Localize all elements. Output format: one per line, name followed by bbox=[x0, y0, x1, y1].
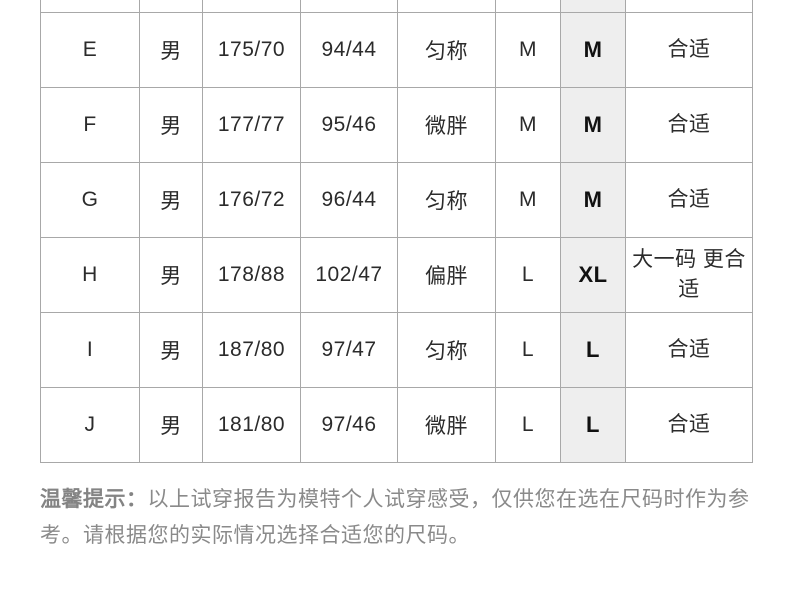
cell-gender: 男 bbox=[139, 87, 203, 163]
cell-tried-size: M bbox=[560, 87, 626, 163]
cell-body-type: 匀称 bbox=[397, 162, 496, 238]
cell-height-weight: 176/72 bbox=[202, 162, 301, 238]
cell-gender: 男 bbox=[139, 162, 203, 238]
cell-bust-size: 96/44 bbox=[300, 162, 398, 238]
cell-bust-size: 95/46 bbox=[300, 87, 398, 163]
cell-body-type: 匀称 bbox=[397, 12, 496, 88]
table-cell-empty bbox=[625, 0, 753, 13]
cell-body-type: 微胖 bbox=[397, 387, 496, 463]
cell-model: E bbox=[40, 12, 140, 88]
cell-tried-size: L bbox=[560, 387, 626, 463]
cell-feedback: 大一码 更合适 bbox=[625, 237, 753, 313]
cell-feedback: 合适 bbox=[625, 162, 753, 238]
cell-height-weight: 181/80 bbox=[202, 387, 301, 463]
table-row: G 男 176/72 96/44 匀称 M M 合适 bbox=[40, 162, 753, 238]
cell-model: J bbox=[40, 387, 140, 463]
cell-bust-size: 94/44 bbox=[300, 12, 398, 88]
cell-usual-size: L bbox=[495, 312, 561, 388]
table-row: H 男 178/88 102/47 偏胖 L XL 大一码 更合适 bbox=[40, 237, 753, 313]
cell-body-type: 偏胖 bbox=[397, 237, 496, 313]
table-cell-empty bbox=[40, 0, 140, 13]
table-cell-empty bbox=[495, 0, 561, 13]
cell-gender: 男 bbox=[139, 387, 203, 463]
cell-usual-size: M bbox=[495, 12, 561, 88]
table-cell-empty bbox=[560, 0, 626, 13]
cell-usual-size: M bbox=[495, 87, 561, 163]
table-row: J 男 181/80 97/46 微胖 L L 合适 bbox=[40, 387, 753, 463]
note-text: 以上试穿报告为模特个人试穿感受，仅供您在选在尺码时作为参考。请根据您的实际情况选… bbox=[40, 488, 750, 547]
table-row: I 男 187/80 97/47 匀称 L L 合适 bbox=[40, 312, 753, 388]
cell-tried-size: M bbox=[560, 12, 626, 88]
cell-model: F bbox=[40, 87, 140, 163]
cell-height-weight: 175/70 bbox=[202, 12, 301, 88]
cell-model: G bbox=[40, 162, 140, 238]
cell-model: H bbox=[40, 237, 140, 313]
cell-gender: 男 bbox=[139, 237, 203, 313]
cell-bust-size: 97/46 bbox=[300, 387, 398, 463]
note: 温馨提示：以上试穿报告为模特个人试穿感受，仅供您在选在尺码时作为参考。请根据您的… bbox=[40, 482, 754, 554]
table-row: E 男 175/70 94/44 匀称 M M 合适 bbox=[40, 12, 753, 88]
cell-gender: 男 bbox=[139, 12, 203, 88]
table-cell-empty bbox=[397, 0, 496, 13]
cell-feedback: 合适 bbox=[625, 312, 753, 388]
cell-body-type: 微胖 bbox=[397, 87, 496, 163]
cell-usual-size: L bbox=[495, 237, 561, 313]
cell-gender: 男 bbox=[139, 312, 203, 388]
cell-model: I bbox=[40, 312, 140, 388]
cell-feedback: 合适 bbox=[625, 12, 753, 88]
cell-usual-size: M bbox=[495, 162, 561, 238]
cell-tried-size: L bbox=[560, 312, 626, 388]
cell-usual-size: L bbox=[495, 387, 561, 463]
table-row: F 男 177/77 95/46 微胖 M M 合适 bbox=[40, 87, 753, 163]
cell-height-weight: 178/88 bbox=[202, 237, 301, 313]
table-cell-empty bbox=[202, 0, 301, 13]
cell-bust-size: 97/47 bbox=[300, 312, 398, 388]
cell-height-weight: 177/77 bbox=[202, 87, 301, 163]
cell-body-type: 匀称 bbox=[397, 312, 496, 388]
table-cell-empty bbox=[300, 0, 398, 13]
cell-tried-size: M bbox=[560, 162, 626, 238]
cell-height-weight: 187/80 bbox=[202, 312, 301, 388]
fitting-report-table: E 男 175/70 94/44 匀称 M M 合适 F 男 177/77 95/46 微胖 M M 合适 G 男… bbox=[40, 0, 753, 463]
table-row-partial bbox=[40, 0, 753, 13]
note-label: 温馨提示： bbox=[40, 488, 148, 511]
cell-bust-size: 102/47 bbox=[300, 237, 398, 313]
cell-tried-size: XL bbox=[560, 237, 626, 313]
cell-feedback: 合适 bbox=[625, 387, 753, 463]
table-cell-empty bbox=[139, 0, 203, 13]
cell-feedback: 合适 bbox=[625, 87, 753, 163]
